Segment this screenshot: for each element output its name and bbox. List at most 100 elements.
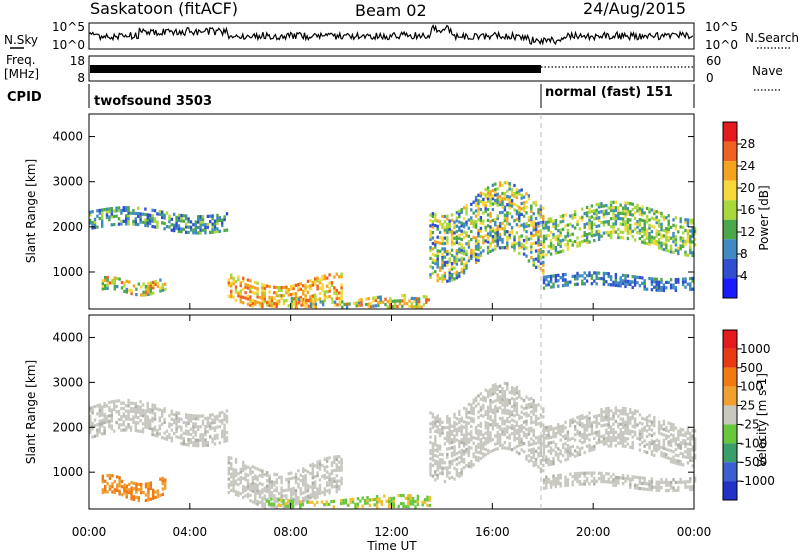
- heatmap-cell: [465, 429, 468, 433]
- heatmap-cell: [498, 224, 502, 228]
- freq-right-tick-bottom: 0: [706, 71, 714, 85]
- heatmap-cell: [547, 217, 550, 221]
- heatmap-cell: [684, 439, 687, 443]
- heatmap-cell: [545, 458, 548, 462]
- heatmap-cell: [403, 299, 406, 303]
- heatmap-cell: [486, 186, 490, 190]
- heatmap-cell: [542, 286, 546, 290]
- heatmap-cell: [506, 446, 509, 450]
- heatmap-cell: [137, 206, 140, 210]
- heatmap-cell: [501, 397, 504, 402]
- heatmap-cell: [139, 429, 142, 433]
- heatmap-cell: [633, 216, 637, 220]
- heatmap-cell: [672, 250, 675, 254]
- heatmap-cell: [368, 498, 372, 502]
- heatmap-cell: [496, 441, 499, 445]
- heatmap-cell: [197, 225, 200, 230]
- heatmap-cell: [486, 448, 490, 453]
- heatmap-cell: [614, 272, 618, 277]
- heatmap-cell: [161, 487, 164, 491]
- freq-panel-frame: [88, 55, 695, 82]
- heatmap-cell: [621, 476, 625, 480]
- heatmap-cell: [338, 296, 341, 300]
- heatmap-cell: [225, 436, 229, 440]
- heatmap-cell: [472, 398, 475, 402]
- heatmap-cell: [118, 478, 121, 482]
- heatmap-cell: [537, 224, 540, 228]
- heatmap-cell: [227, 477, 230, 481]
- heatmap-cell: [448, 273, 451, 277]
- heatmap-cell: [101, 224, 104, 228]
- heatmap-cell: [609, 425, 613, 429]
- heatmap-cell: [251, 304, 254, 308]
- heatmap-cell: [448, 276, 451, 280]
- heatmap-cell: [141, 414, 145, 418]
- heatmap-cell: [552, 274, 555, 278]
- heatmap-cell: [474, 404, 478, 408]
- heatmap-cell: [479, 392, 483, 396]
- heatmap-cell: [643, 439, 646, 443]
- heatmap-cell: [249, 279, 252, 283]
- heatmap-cell: [498, 406, 502, 410]
- heatmap-cell: [588, 422, 591, 426]
- heatmap-cell: [484, 426, 487, 430]
- heatmap-cell: [545, 425, 548, 430]
- heatmap-cell: [674, 458, 678, 462]
- heatmap-cell: [614, 436, 618, 440]
- heatmap-cell: [446, 474, 449, 478]
- heatmap-cell: [506, 238, 509, 242]
- heatmap-cell: [409, 496, 412, 501]
- heatmap-cell: [134, 220, 137, 224]
- heatmap-cell: [460, 267, 463, 271]
- heatmap-cell: [159, 477, 162, 481]
- heatmap-cell: [566, 457, 570, 461]
- x-tick-label: 00:00: [677, 525, 712, 539]
- heatmap-cell: [614, 230, 618, 234]
- heatmap-cell: [609, 206, 613, 210]
- heatmap-cell: [508, 236, 511, 240]
- heatmap-cell: [438, 463, 442, 467]
- heatmap-cell: [624, 279, 627, 283]
- heatmap-cell: [108, 207, 111, 211]
- heatmap-cell: [638, 486, 642, 491]
- heatmap-cell: [306, 285, 310, 289]
- heatmap-cell: [254, 490, 257, 494]
- colorbar-tick-label: 24: [740, 159, 755, 173]
- heatmap-cell: [223, 434, 226, 438]
- heatmap-cell: [496, 433, 499, 437]
- heatmap-cell: [189, 432, 193, 437]
- heatmap-cell: [380, 500, 384, 504]
- heatmap-cell: [503, 197, 507, 201]
- heatmap-cell: [227, 469, 230, 473]
- heatmap-cell: [275, 486, 278, 490]
- heatmap-cell: [132, 487, 136, 491]
- heatmap-cell: [657, 219, 661, 223]
- heatmap-cell: [333, 485, 336, 489]
- heatmap-cell: [93, 405, 97, 409]
- heatmap-cell: [316, 465, 319, 470]
- heatmap-cell: [677, 249, 680, 253]
- heatmap-cell: [101, 211, 104, 215]
- heatmap-cell: [617, 476, 620, 480]
- heatmap-cell: [211, 421, 214, 425]
- heatmap-cell: [450, 438, 454, 442]
- heatmap-cell: [130, 489, 133, 493]
- heatmap-cell: [539, 229, 543, 233]
- heatmap-cell: [494, 385, 497, 390]
- heatmap-cell: [474, 198, 478, 202]
- heatmap-cell: [147, 495, 150, 499]
- heatmap-cell: [123, 483, 126, 487]
- heatmap-cell: [557, 479, 560, 483]
- heatmap-cell: [484, 209, 487, 213]
- heatmap-cell: [258, 296, 262, 300]
- heatmap-cell: [496, 395, 499, 400]
- heatmap-cell: [552, 285, 555, 289]
- heatmap-cell: [602, 439, 606, 443]
- heatmap-cell: [402, 504, 405, 508]
- heatmap-cell: [557, 452, 560, 456]
- heatmap-cell: [530, 410, 533, 414]
- heatmap-cell: [691, 445, 694, 449]
- heatmap-cell: [498, 427, 502, 431]
- heatmap-cell: [377, 301, 380, 305]
- heatmap-cell: [216, 213, 219, 217]
